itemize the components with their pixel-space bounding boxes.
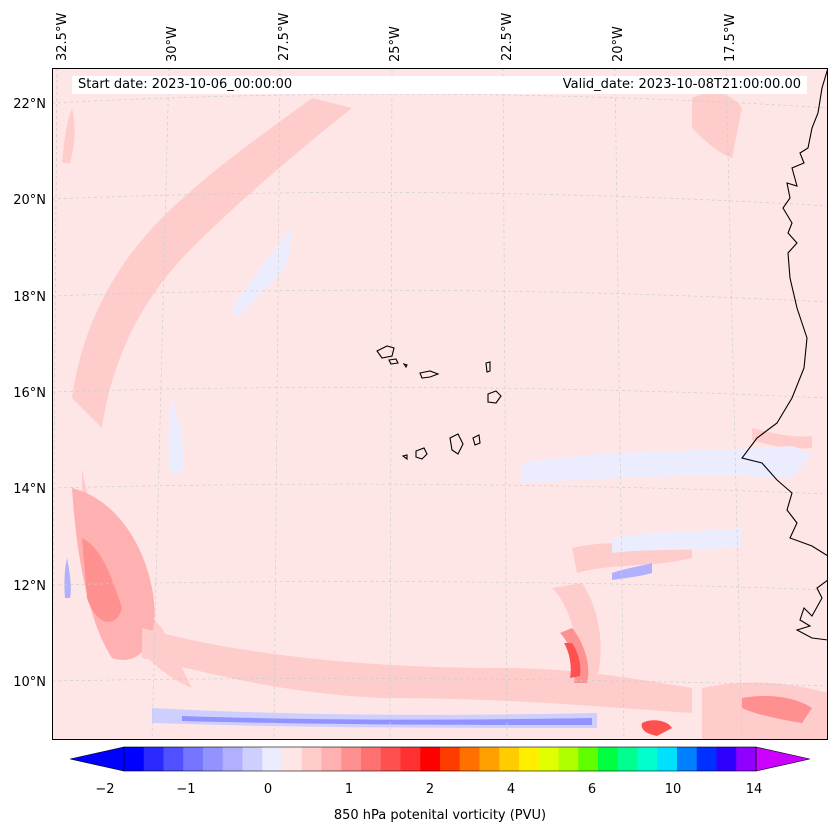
colorbar-swatch: [222, 747, 243, 771]
colorbar-swatch: [499, 747, 520, 771]
map-background: [52, 68, 828, 740]
colorbar-tick-label: 14: [745, 782, 763, 797]
colorbar-swatch: [479, 747, 500, 771]
colorbar-swatch: [420, 747, 441, 771]
colorbar-swatch: [736, 747, 757, 771]
africa-coastline: [741, 68, 828, 641]
lon-label: 22.5°W: [500, 12, 515, 61]
colorbar-swatch: [143, 747, 164, 771]
lon-label: 25°W: [388, 26, 403, 62]
colorbar-swatch: [558, 747, 579, 771]
colorbar-swatch: [361, 747, 382, 771]
colorbar-swatch: [716, 747, 737, 771]
colorbar-swatch: [459, 747, 480, 771]
colorbar-swatch: [598, 747, 619, 771]
lon-label: 32.5°W: [55, 12, 70, 61]
colorbar-swatch: [282, 747, 303, 771]
lat-label: 20°N: [13, 193, 46, 208]
pv-contours-negative: [64, 228, 812, 728]
colorbar-swatch: [242, 747, 263, 771]
start-date-label: Start date: 2023-10-06_00:00:00: [78, 77, 293, 92]
colorbar-swatch: [341, 747, 362, 771]
colorbar-frame: [123, 746, 757, 772]
info-box: Start date: 2023-10-06_00:00:00 Valid_da…: [72, 76, 807, 94]
colorbar-swatch: [440, 747, 461, 771]
colorbar-swatch: [262, 747, 283, 771]
colorbar-tick-label: 6: [587, 782, 597, 797]
colorbar-swatch: [617, 747, 638, 771]
map-panel: [52, 68, 828, 740]
lon-label: 30°W: [165, 26, 180, 62]
colorbar-tick-label: 0: [263, 782, 273, 797]
lon-label: 27.5°W: [277, 12, 292, 61]
colorbar-swatch: [657, 747, 678, 771]
colorbar-swatch: [301, 747, 322, 771]
colorbar-swatch: [380, 747, 401, 771]
colorbar-tick-label: 4: [506, 782, 516, 797]
cape-verde-islands: [376, 345, 502, 461]
colorbar-swatch: [163, 747, 184, 771]
colorbar-title: 850 hPa potenital vorticity (PVU): [333, 808, 547, 823]
colorbar-swatch: [538, 747, 559, 771]
colorbar-swatch: [321, 747, 342, 771]
colorbar-swatch: [637, 747, 658, 771]
lat-label: 22°N: [13, 97, 46, 112]
colorbar-tick-label: −2: [95, 782, 115, 797]
lat-label: 14°N: [13, 482, 46, 497]
lon-label: 17.5°W: [723, 13, 738, 62]
colorbar-tick-label: 1: [344, 782, 354, 797]
colorbar-min-arrow: [70, 746, 125, 772]
graticule-lines: [52, 68, 828, 740]
colorbar-swatch: [183, 747, 204, 771]
lat-label: 12°N: [13, 579, 46, 594]
colorbar-swatch: [519, 747, 540, 771]
colorbar-swatch: [578, 747, 599, 771]
colorbar: [70, 746, 810, 772]
colorbar-swatch: [203, 747, 224, 771]
colorbar-swatch: [124, 747, 145, 771]
lon-label: 20°W: [611, 26, 626, 62]
colorbar-swatch: [400, 747, 421, 771]
colorbar-tick-label: −1: [176, 782, 196, 797]
colorbar-tick-label: 2: [425, 782, 435, 797]
colorbar-swatch: [677, 747, 698, 771]
colorbar-swatch: [696, 747, 717, 771]
colorbar-max-arrow: [755, 746, 810, 772]
lat-label: 18°N: [13, 290, 46, 305]
valid-date-label: Valid_date: 2023-10-08T21:00:00.00: [562, 77, 801, 92]
lat-label: 10°N: [13, 675, 46, 690]
lat-label: 16°N: [13, 386, 46, 401]
colorbar-tick-label: 10: [664, 782, 682, 797]
